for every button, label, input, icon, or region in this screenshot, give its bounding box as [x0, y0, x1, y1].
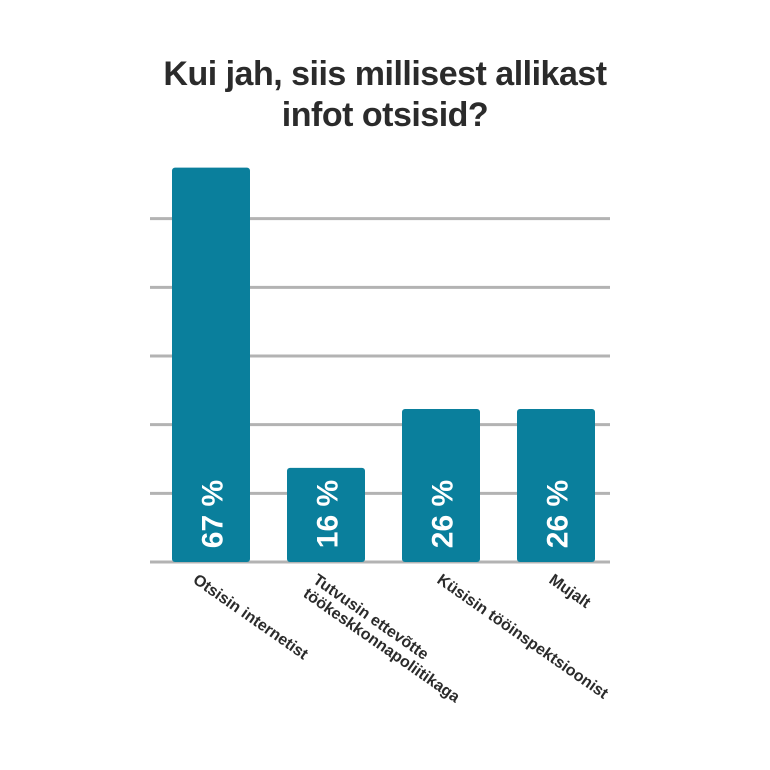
bars: 67 % 16 % 26 % 26 % — [172, 167, 595, 562]
category-label: Otsisin internetist — [190, 571, 312, 663]
bar-value-label: 16 % — [312, 480, 345, 548]
category-label: Mujalt — [546, 571, 594, 612]
bar-value-label: 26 % — [427, 480, 460, 548]
bar — [402, 408, 480, 562]
bar-value-label: 67 % — [197, 480, 230, 548]
chart-title: Kui jah, siis millisest allikast infot o… — [0, 54, 770, 136]
bar — [172, 167, 250, 562]
category-label-line: töökeskkonnapoliitikaga — [300, 585, 463, 706]
bar-value-label: 26 % — [542, 480, 575, 548]
category-label-line: Mujalt — [546, 571, 594, 612]
category-label-line: Otsisin internetist — [190, 571, 312, 663]
chart-title-line-1: Kui jah, siis millisest allikast — [163, 55, 607, 93]
chart-title-line-2: infot otsisid? — [281, 96, 489, 134]
bar — [517, 408, 595, 562]
bar — [287, 467, 365, 562]
